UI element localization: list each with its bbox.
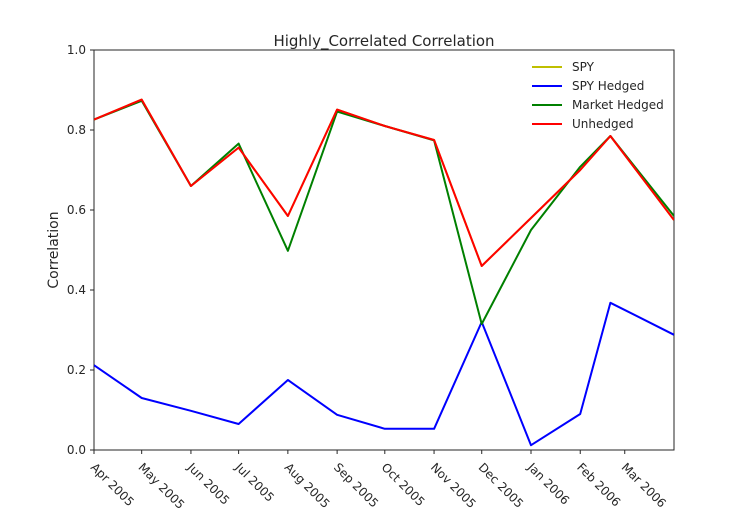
series-lines xyxy=(94,98,674,447)
y-tick-label: 0.8 xyxy=(67,123,86,137)
series-line xyxy=(94,301,674,447)
x-tick-label: Sep 2005 xyxy=(331,460,381,510)
series-line xyxy=(94,98,674,267)
x-tick-label: Mar 2006 xyxy=(619,460,669,510)
legend-label: Unhedged xyxy=(572,117,634,131)
y-tick-label: 0.0 xyxy=(67,443,86,457)
y-tick-label: 0.4 xyxy=(67,283,86,297)
y-tick-label: 1.0 xyxy=(67,43,86,57)
x-tick-label: Feb 2006 xyxy=(574,460,623,509)
legend-label: SPY xyxy=(572,60,595,74)
series-3 xyxy=(94,98,674,267)
x-tick-label: Dec 2005 xyxy=(476,460,527,511)
x-tick-label: Apr 2005 xyxy=(88,460,137,509)
y-axis-title: Correlation xyxy=(46,211,62,288)
x-tick-label: Jun 2005 xyxy=(184,460,232,508)
series-1 xyxy=(94,301,674,447)
x-tick-label: Jul 2005 xyxy=(232,460,277,505)
x-tick-label: Nov 2005 xyxy=(428,460,479,511)
y-tick-label: 0.2 xyxy=(67,363,86,377)
chart-title: Highly_Correlated Correlation xyxy=(273,32,494,51)
legend-label: SPY Hedged xyxy=(572,79,644,93)
legend-label: Market Hedged xyxy=(572,98,664,112)
x-tick-label: Aug 2005 xyxy=(282,460,333,511)
legend: SPY SPY Hedged Market Hedged Unhedged xyxy=(532,60,664,131)
y-axis-ticks: 0.0 0.2 0.4 0.6 0.8 1.0 xyxy=(67,43,94,457)
x-tick-label: May 2005 xyxy=(136,460,188,512)
plot-area xyxy=(93,49,675,451)
x-tick-label: Jan 2006 xyxy=(524,460,572,508)
x-tick-label: Oct 2005 xyxy=(379,460,428,509)
y-tick-label: 0.6 xyxy=(67,203,86,217)
